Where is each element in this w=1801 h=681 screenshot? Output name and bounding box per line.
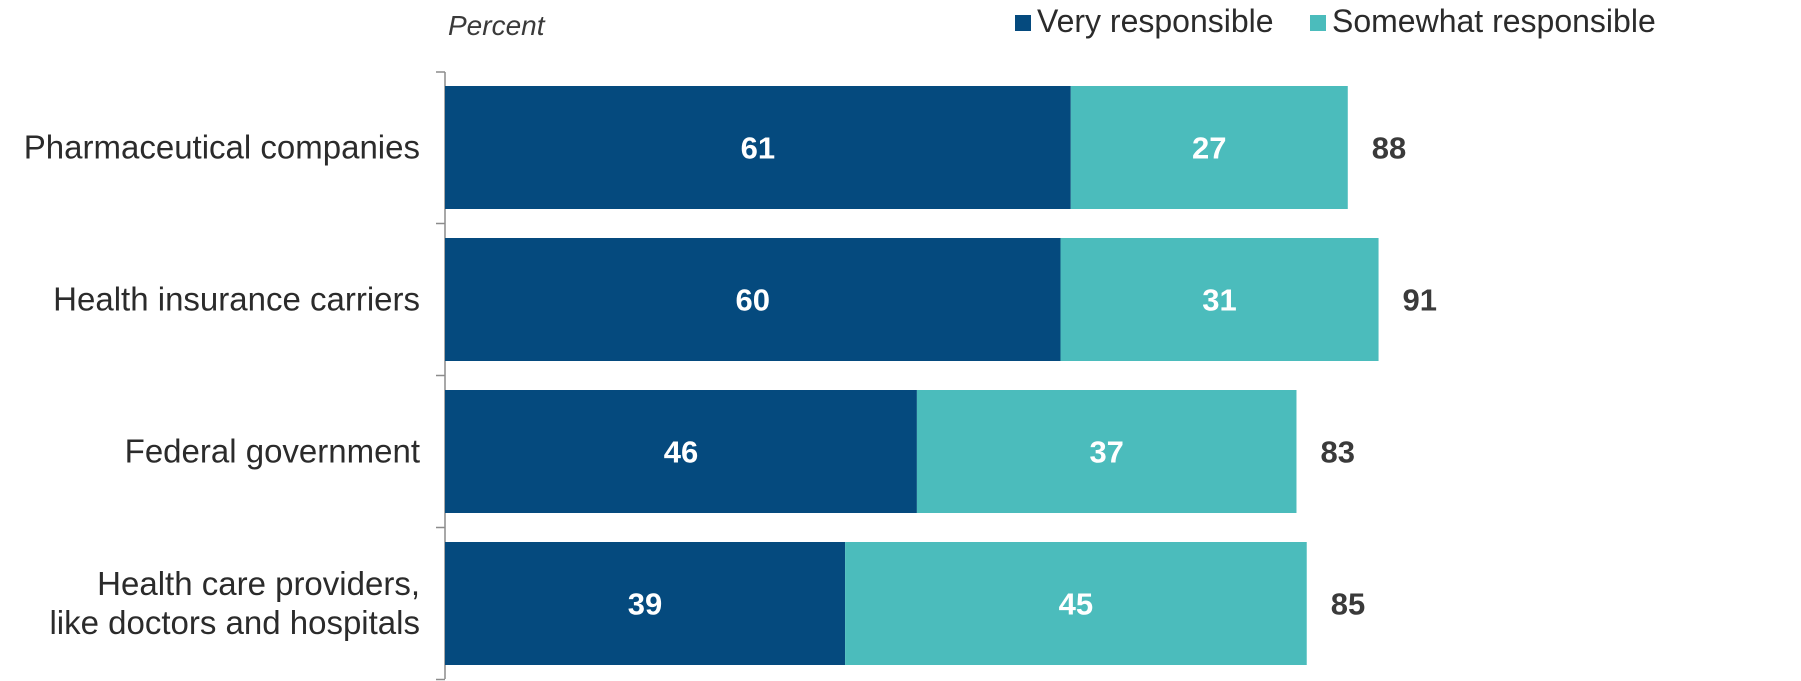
category-label: Federal government [125,433,420,470]
bar-row: Health insurance carriers 60 31 91 [53,238,1437,361]
category-axis [436,71,446,681]
legend-swatch-2 [1310,15,1326,31]
segment-value-label: 39 [628,587,662,622]
bar-segment-very [445,238,1061,361]
total-value-label: 91 [1403,283,1437,318]
total-value-label: 85 [1331,587,1365,622]
segment-value-label: 27 [1192,131,1226,166]
segment-value-label: 46 [664,435,698,470]
bar-segment-somewhat [1060,238,1379,361]
bar-row: Health care providers,like doctors and h… [49,542,1365,665]
category-label: like doctors and hospitals [49,604,420,641]
segment-value-label: 45 [1059,587,1093,622]
bar-segment-somewhat [845,542,1307,665]
bar-segment-very [445,390,917,513]
total-value-label: 83 [1320,435,1354,470]
category-label: Health care providers, [97,565,420,602]
category-label: Health insurance carriers [53,281,420,318]
bar-segment-somewhat [1070,86,1348,209]
segment-value-label: 37 [1089,435,1123,470]
legend-label-1: Very responsible [1037,3,1274,39]
category-label: Pharmaceutical companies [24,129,420,166]
bar-segment-very [445,542,846,665]
bar-row: Pharmaceutical companies 61 27 88 [24,86,1406,209]
legend-label-2: Somewhat responsible [1332,3,1656,39]
total-value-label: 88 [1372,131,1406,166]
unit-label: Percent [448,10,546,41]
bar-segment-very [445,86,1071,209]
segment-value-label: 31 [1202,283,1236,318]
bar-row: Federal government 46 37 83 [125,390,1355,513]
legend-swatch-1 [1015,15,1031,31]
legend: Very responsible Somewhat responsible [1015,3,1656,39]
segment-value-label: 60 [736,283,770,318]
segment-value-label: 61 [741,131,775,166]
bars: Pharmaceutical companies 61 27 88 Health ins… [24,86,1437,665]
bar-segment-somewhat [916,390,1297,513]
